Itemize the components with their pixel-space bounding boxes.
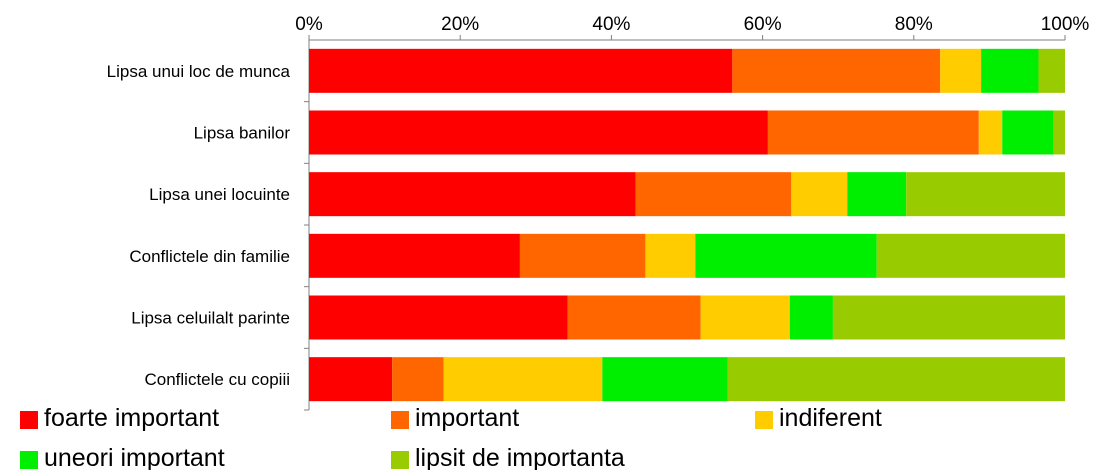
x-tick-label: 60%	[744, 14, 782, 35]
bar-segment	[979, 111, 1002, 155]
bar-segment	[309, 49, 732, 93]
bar-segment	[728, 357, 1065, 401]
x-tick-label: 80%	[895, 14, 933, 35]
bar-segment	[1039, 49, 1065, 93]
category-label: Conflictele cu copiii	[144, 370, 290, 389]
bar-segment	[701, 296, 790, 340]
category-label: Lipsa banilor	[194, 124, 291, 143]
legend-swatch	[755, 411, 773, 429]
category-label: Conflictele din familie	[129, 247, 290, 266]
bar-segment	[906, 172, 1065, 216]
legend: foarte important important indiferent uneor…	[20, 404, 882, 470]
legend-swatch	[20, 411, 38, 429]
category-label: Lipsa celuilalt parinte	[131, 309, 290, 328]
bar-segment	[309, 111, 768, 155]
bar-segment	[791, 172, 847, 216]
legend-label: important	[415, 404, 519, 432]
bar-segment	[309, 357, 392, 401]
legend-label: foarte important	[44, 404, 219, 432]
bar-segment	[602, 357, 727, 401]
bar-segment	[732, 49, 940, 93]
x-tick-label: 0%	[295, 14, 323, 35]
bar-segment	[645, 234, 695, 278]
legend-label: lipsit de importanta	[415, 444, 625, 470]
category-label: Lipsa unei locuinte	[149, 185, 290, 204]
bar-segment	[309, 234, 520, 278]
bar-segment	[309, 172, 636, 216]
bar-segment	[636, 172, 792, 216]
bar-segment	[392, 357, 443, 401]
x-tick-label: 40%	[592, 14, 630, 35]
bar-segment	[877, 234, 1065, 278]
legend-label: uneori important	[44, 444, 225, 470]
legend-swatch	[391, 411, 409, 429]
bar-segment	[309, 296, 568, 340]
legend-swatch	[20, 451, 38, 469]
x-tick-label: 20%	[441, 14, 479, 35]
bar-segment	[568, 296, 701, 340]
bar-segment	[981, 49, 1038, 93]
bar-segment	[790, 296, 833, 340]
category-label: Lipsa unui loc de munca	[107, 62, 291, 81]
bar-segment	[833, 296, 1065, 340]
bar-segment	[768, 111, 979, 155]
bar-segment	[940, 49, 981, 93]
bar-segment	[1002, 111, 1053, 155]
bar-segment	[847, 172, 906, 216]
bar-segment	[520, 234, 645, 278]
bar-segment	[695, 234, 876, 278]
bar-segment	[444, 357, 603, 401]
bar-segment	[1054, 111, 1065, 155]
category-labels: Lipsa unui loc de munca Lipsa banilor Lips…	[107, 62, 309, 410]
bars	[309, 49, 1065, 401]
legend-swatch	[391, 451, 409, 469]
x-tick-label: 100%	[1041, 14, 1090, 35]
legend-label: indiferent	[779, 404, 882, 432]
